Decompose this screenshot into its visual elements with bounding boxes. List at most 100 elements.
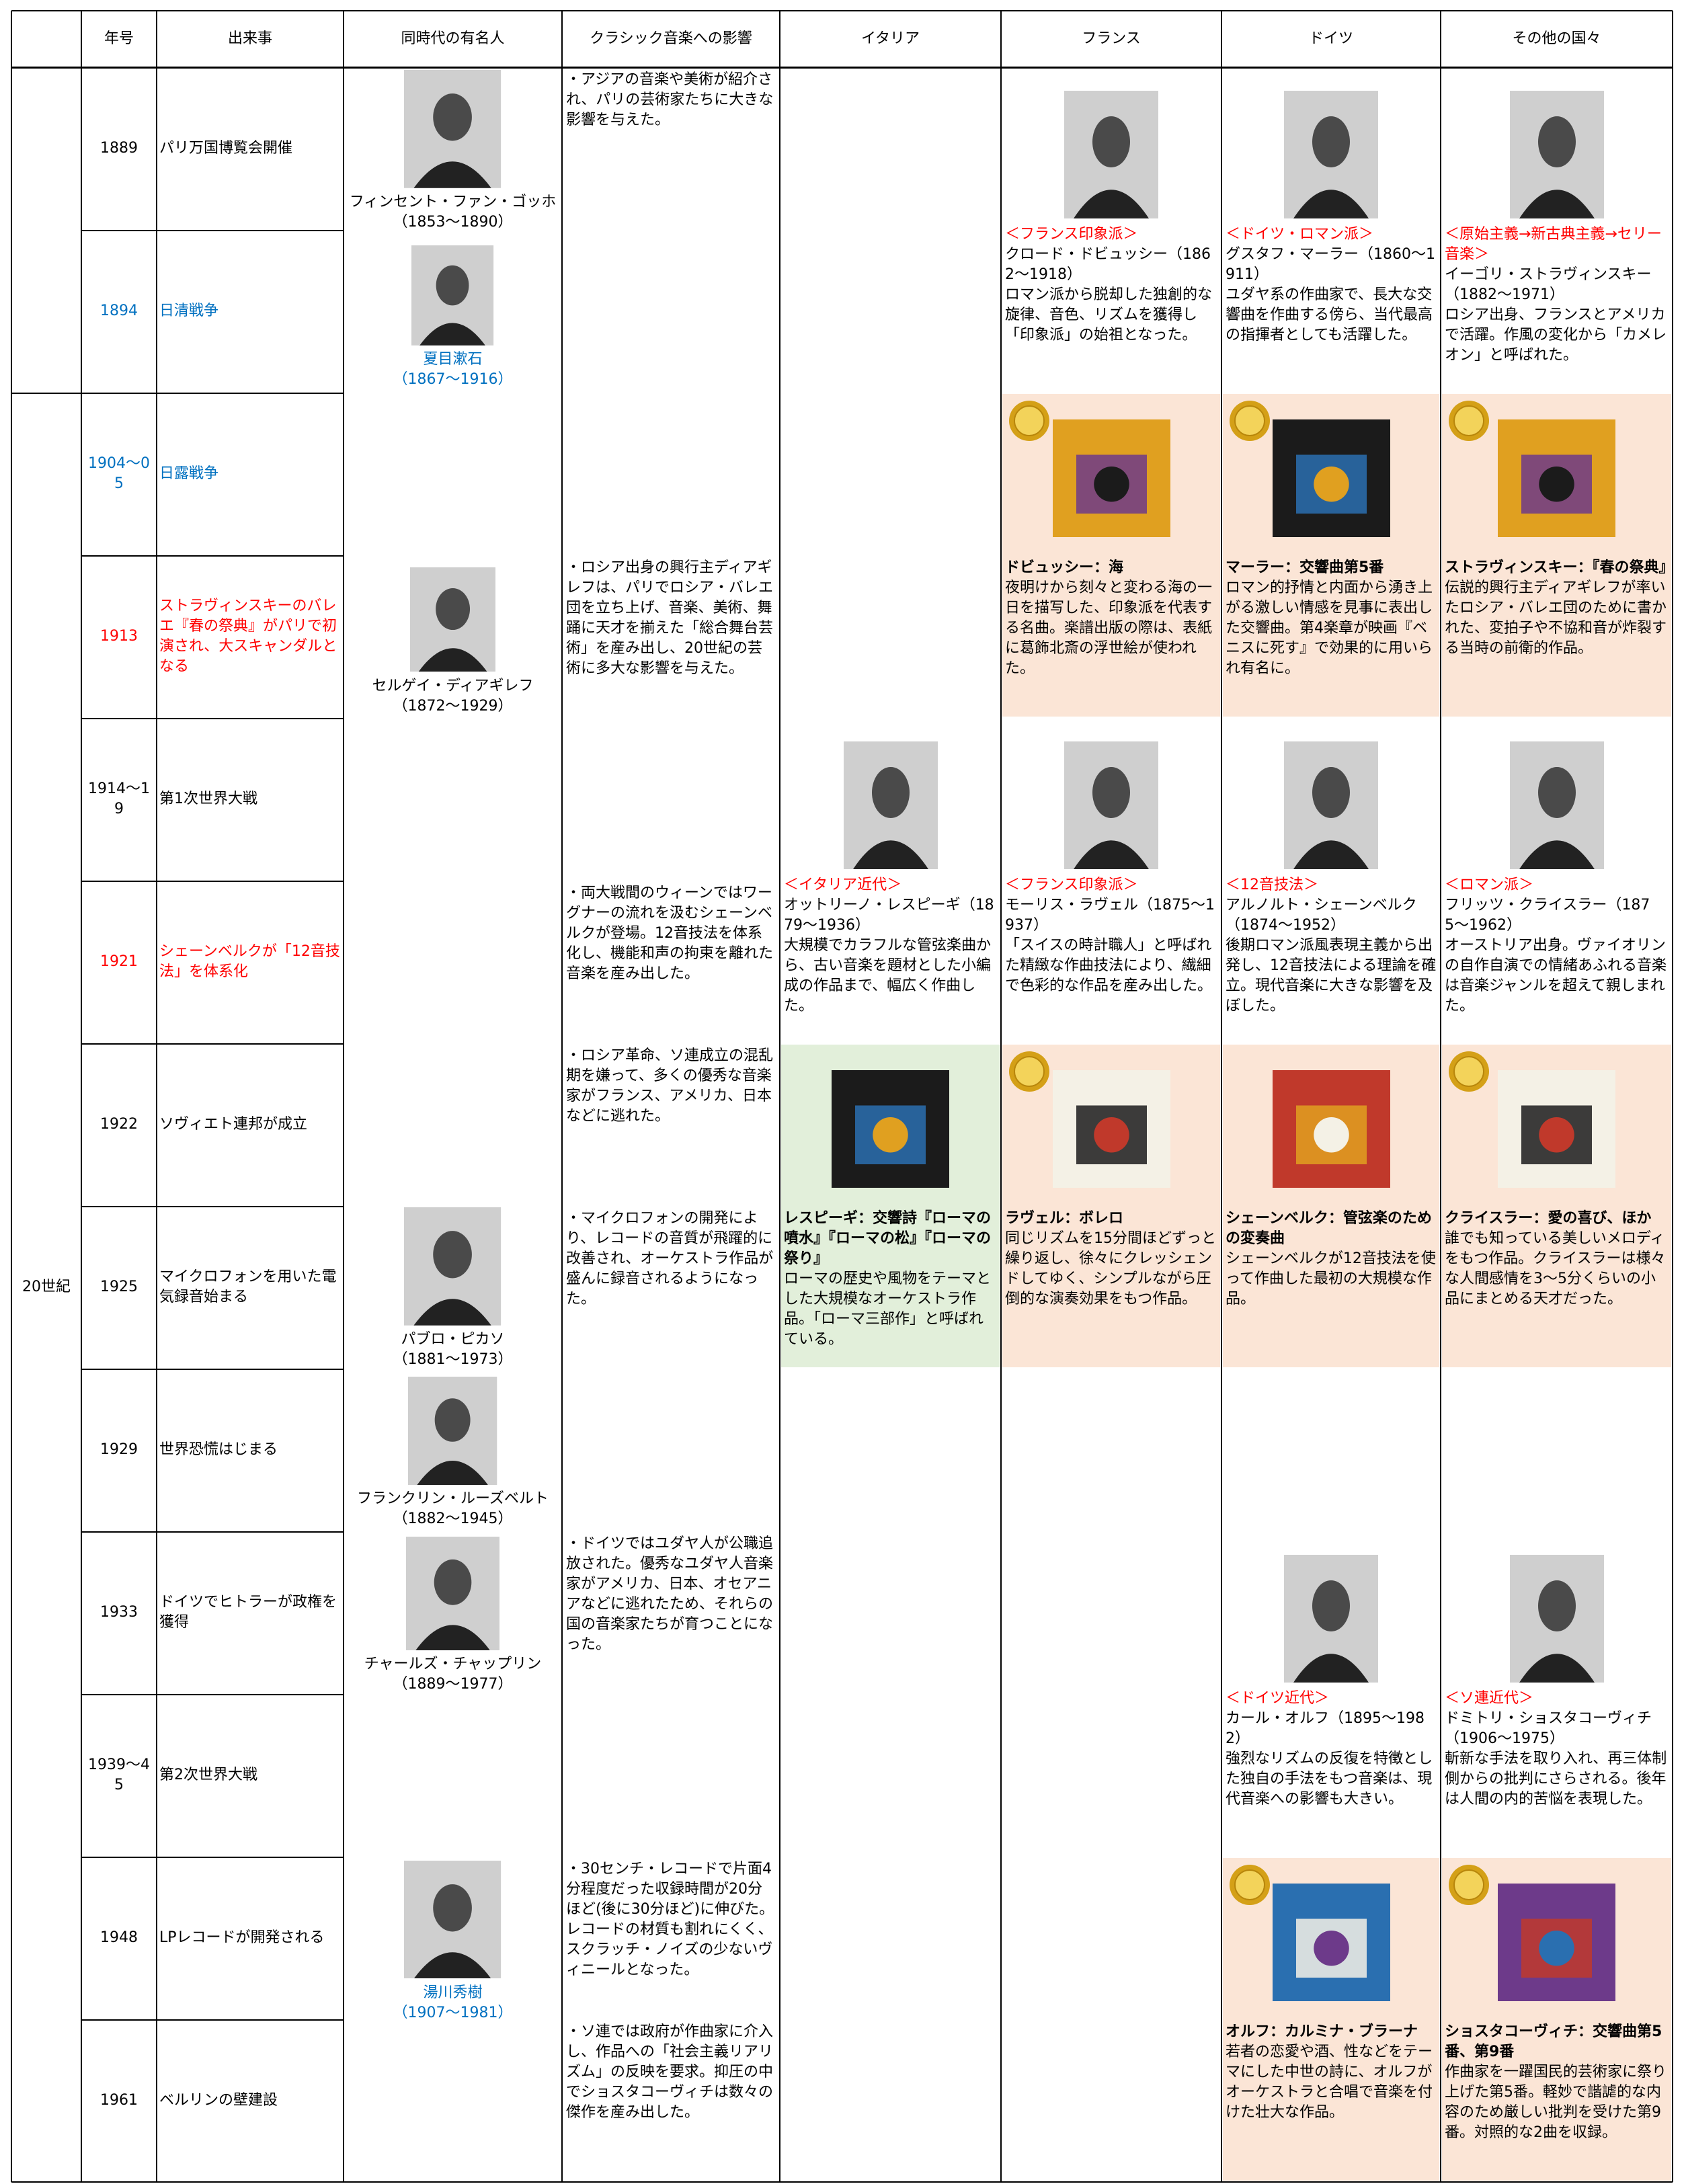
composer-years: （1875〜1962） — [1445, 897, 1650, 934]
event: 第1次世界大戦 — [159, 791, 257, 807]
portrait-photo — [1284, 91, 1378, 218]
album-text: シェーンベルク：管弦楽のための変奏曲 シェーンベルクが12音技法を使って作曲した最… — [1226, 1209, 1437, 1309]
album-description: 作曲家を一躍国民的芸術家に祭り上げた第5番。軽妙で諧謔的な内容のため厳しい批判を… — [1445, 2064, 1667, 2141]
composer-description: 大規模でカラフルな管弦楽曲から、古い音楽を題材とした小編成の作品まで、幅広く作曲… — [784, 937, 992, 1014]
composer-years: （1906〜1975） — [1445, 1730, 1564, 1747]
album-text: ショスタコーヴィチ：交響曲第5番、第9番作曲家を一躍国民的芸術家に祭り上げた第5… — [1445, 2022, 1669, 2143]
portrait-photo — [404, 70, 502, 188]
album-description: シェーンベルクが12音技法を使って作曲した最初の大規模な作品。 — [1226, 1250, 1436, 1307]
person: フランクリン・ルーズベルト （1882〜1945） — [344, 1489, 562, 1529]
album-text: ストラヴィンスキー：『春の祭典』伝説的興行主ディアギレフが率いたロシア・バレエ団… — [1445, 558, 1674, 659]
album-title: ストラヴィンスキー：『春の祭典』 — [1445, 559, 1674, 576]
portrait-photo — [1064, 741, 1158, 869]
rule — [1672, 11, 1673, 2182]
album-description: 誰でも知っている美しいメロディをもつ作品。クライスラーは様々な人間感情を3〜5分… — [1445, 1230, 1666, 1307]
composer-style: ＜フランス印象派＞ — [1005, 877, 1138, 893]
album-description: 伝説的興行主ディアギレフが率いたロシア・バレエ団のために書かれた、変拍子や不協和… — [1445, 579, 1667, 657]
year: 1889 — [100, 140, 138, 157]
album-cover — [1052, 419, 1170, 537]
composer-description: ロシア出身、フランスとアメリカで活躍。作風の変化から「カメレオン」と呼ばれた。 — [1445, 307, 1667, 364]
composer-style: ＜ソ連近代＞ — [1445, 1690, 1534, 1707]
portrait-photo — [1064, 91, 1158, 218]
rule — [81, 1043, 344, 1045]
composer-text: ＜ドイツ近代＞ カール・オルフ（1895〜1982） 強烈なリズムの反復を特徴とした… — [1226, 1689, 1437, 1810]
rule — [11, 393, 81, 394]
event: 第2次世界大戦 — [159, 1767, 257, 1783]
rule — [11, 10, 1673, 11]
rule — [81, 718, 344, 719]
event: ストラヴィンスキーのバレエ『春の祭典』がパリで初演され、大スキャンダルとなる — [159, 598, 337, 675]
composer-name: ドミトリ・ショスタコーヴィチ — [1445, 1710, 1652, 1727]
rule — [81, 555, 344, 557]
rule — [343, 11, 344, 2182]
event: 日露戦争 — [159, 465, 219, 482]
composer-years: （1862〜1918） — [1005, 246, 1211, 283]
person-years: （1853〜1890） — [393, 213, 513, 231]
portrait-photo — [1284, 1555, 1378, 1683]
portrait-photo — [1284, 741, 1378, 869]
album-title: レスピーギ：交響詩『ローマの噴水』『ローマの松』『ローマの祭り』 — [784, 1210, 992, 1267]
album-title: オルフ：カルミナ・ブラーナ — [1226, 2023, 1418, 2040]
composer-description: 強烈なリズムの反復を特徴とした独自の手法をもつ音楽は、現代音楽への影響も大きい。 — [1226, 1750, 1433, 1808]
album-description: 夜明けから刻々と変わる海の一日を描写した、印象派を代表する名曲。楽譜出版の際は、… — [1005, 579, 1213, 677]
rule — [81, 1531, 344, 1533]
event: ベルリンの壁建設 — [159, 2092, 278, 2109]
event: ソヴィエト連邦が成立 — [159, 1116, 308, 1133]
influence-note: ・ソ連では政府が作曲家に介入し、作品への「社会主義リアリズム」の反映を要求。抑圧… — [566, 2023, 774, 2121]
year: 1913 — [100, 628, 138, 645]
composer-text: ＜フランス印象派＞ クロード・ドビュッシー（1862〜1918） ロマン派から脱却し… — [1005, 225, 1217, 346]
album-title: ドビュッシー：海 — [1005, 559, 1124, 576]
person-name: セルゲイ・ディアギレフ — [372, 677, 534, 694]
year: 1922 — [100, 1116, 138, 1133]
album-cover — [832, 1070, 949, 1188]
album-text: レスピーギ：交響詩『ローマの噴水』『ローマの松』『ローマの祭り』 ローマの歴史や風… — [784, 1209, 997, 1350]
person-name: チャールズ・チャップリン — [364, 1656, 542, 1673]
rule — [156, 11, 157, 2182]
composer-text: ＜原始主義→新古典主義→セリー音楽＞ イーゴリ・ストラヴィンスキー （1882〜19… — [1445, 225, 1669, 366]
album-cover — [1498, 419, 1615, 537]
influence-note: ・アジアの音楽や美術が紹介され、パリの芸術家たちに大きな影響を与えた。 — [566, 71, 774, 129]
rule — [779, 11, 780, 2182]
album-title: クライスラー：愛の喜び、ほか — [1445, 1210, 1652, 1227]
album-text: ラヴェル：ボレロ 同じリズムを15分間ほどずっと繰り返し、徐々にクレッシェンドして… — [1005, 1209, 1217, 1309]
composer-style: ＜原始主義→新古典主義→セリー音楽＞ — [1445, 226, 1662, 263]
portrait-photo — [404, 1207, 502, 1326]
album-title: ショスタコーヴィチ：交響曲第5番、第9番 — [1445, 2023, 1662, 2060]
year: 1948 — [100, 1929, 138, 1946]
year: 1894 — [100, 302, 138, 319]
person-name: 夏目漱石 — [423, 350, 483, 368]
rule — [81, 881, 344, 882]
year: 1929 — [100, 1441, 138, 1458]
album-text: クライスラー：愛の喜び、ほか誰でも知っている美しいメロディをもつ作品。クライスラ… — [1445, 1209, 1669, 1309]
award-medal — [1230, 1865, 1270, 1905]
composer-years: （1895〜1982） — [1226, 1710, 1425, 1747]
rule — [81, 11, 82, 2182]
person-years: （1867〜1916） — [393, 370, 513, 388]
rule — [81, 2019, 344, 2021]
person-years: （1889〜1977） — [393, 1676, 513, 1693]
person-name: フランクリン・ルーズベルト — [357, 1490, 549, 1508]
influence-note: ・マイクロフォンの開発により、レコードの音質が飛躍的に改善され、オーケストラ作品… — [566, 1209, 774, 1307]
column-header: 年号 — [104, 30, 134, 47]
portrait-photo — [1509, 91, 1604, 218]
composer-description: 「スイスの時計職人」と呼ばれた精緻な作曲技法により、繊細で色彩的な作品を産み出し… — [1005, 937, 1213, 994]
album-description: 同じリズムを15分間ほどずっと繰り返し、徐々にクレッシェンドしてゆく、シンプルな… — [1005, 1230, 1216, 1307]
portrait-photo — [409, 567, 496, 672]
composer-years: （1879〜1936） — [784, 897, 994, 934]
composer-text: ＜イタリア近代＞ オットリーノ・レスピーギ（1879〜1936） 大規模でカラフルな… — [784, 875, 997, 1016]
album-title: マーラー：交響曲第5番 — [1226, 559, 1384, 576]
composer-text: ＜12音技法＞ アルノルト・シェーンベルク （1874〜1952） 後期ロマン派風表現… — [1226, 875, 1437, 1016]
rule — [1440, 11, 1441, 2182]
event: パリ万国博覧会開催 — [159, 140, 293, 157]
album-title: シェーンベルク：管弦楽のための変奏曲 — [1226, 1210, 1432, 1247]
person-name: 湯川秀樹 — [423, 1984, 483, 2001]
album-text: オルフ：カルミナ・ブラーナ 若者の恋愛や酒、性などをテーマにした中世の詩に、オルフ… — [1226, 2022, 1437, 2123]
column-header: その他の国々 — [1512, 30, 1601, 47]
person-years: （1882〜1945） — [393, 1510, 513, 1528]
composer-text: ＜ドイツ・ロマン派＞ グスタフ・マーラー（1860〜1911） ユダヤ系の作曲家で、… — [1226, 225, 1437, 346]
composer-style: ＜イタリア近代＞ — [784, 877, 902, 893]
award-medal — [1230, 401, 1270, 441]
column-header: 同時代の有名人 — [401, 30, 505, 47]
rule — [81, 1206, 344, 1207]
